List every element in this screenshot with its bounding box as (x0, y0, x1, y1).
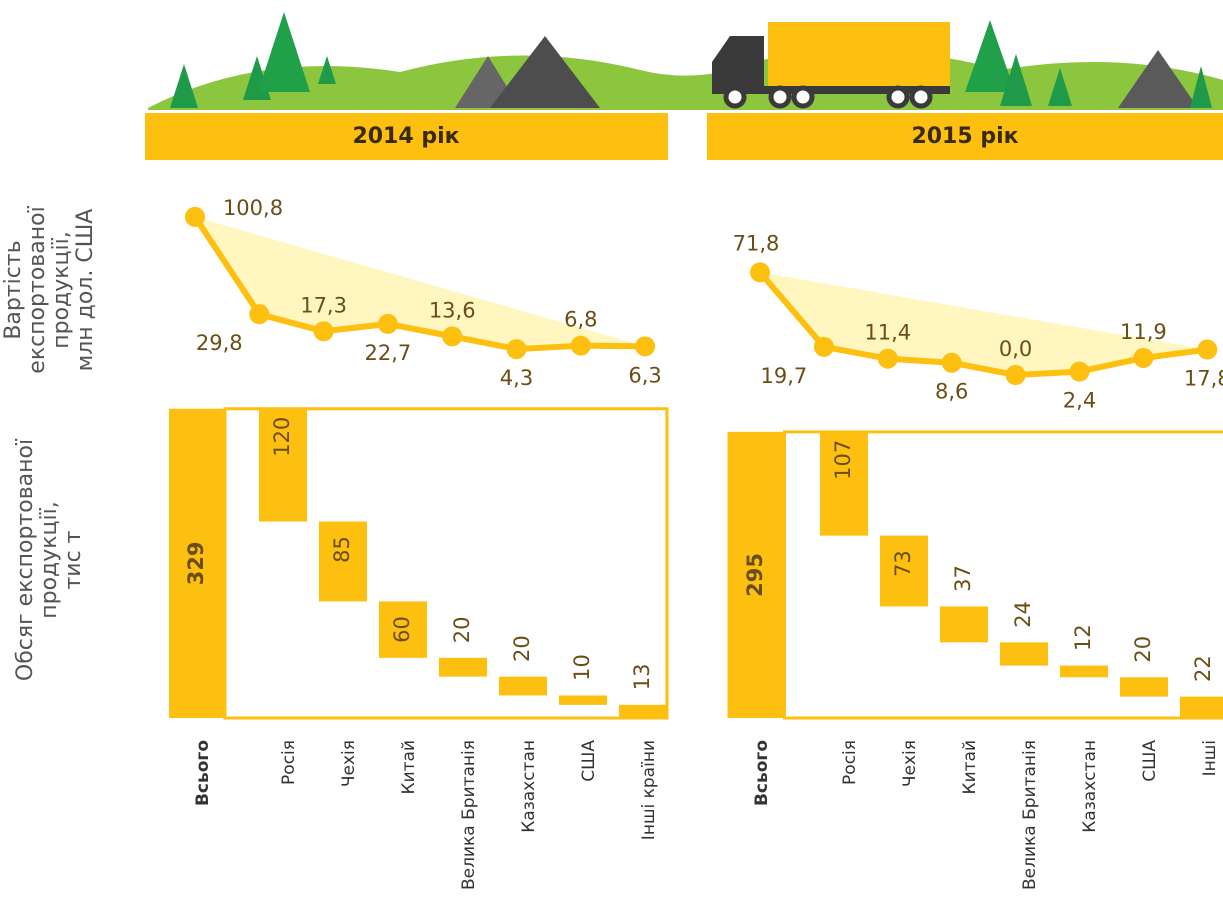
segment-label: 13 (630, 663, 654, 690)
segment-label: 22 (1191, 655, 1215, 682)
segment (259, 408, 307, 522)
category-label: Росія (840, 740, 860, 785)
value-label: 71,8 (733, 231, 780, 255)
segment (499, 676, 547, 696)
point (1005, 365, 1026, 385)
point (941, 352, 962, 373)
banner (145, 113, 668, 160)
point (185, 206, 205, 227)
area (195, 216, 646, 350)
point (877, 348, 898, 369)
total-label: 329 (184, 541, 208, 585)
segment (1060, 665, 1108, 678)
category-label: Казахстан (519, 740, 539, 833)
side-label: млн дол. США (73, 209, 98, 372)
value-label: 17,3 (300, 293, 347, 317)
segment (439, 657, 487, 677)
segment-label: 20 (1131, 636, 1155, 663)
segment (1000, 642, 1048, 666)
segment (319, 521, 367, 602)
value-label: 11,4 (864, 321, 911, 345)
value-label: 13,6 (429, 298, 476, 322)
category-label: Чехія (339, 740, 359, 787)
segment (880, 535, 928, 607)
segment-label: 107 (831, 440, 855, 480)
value-label: 8,6 (935, 380, 968, 404)
category-label: США (1140, 740, 1160, 782)
value-label: 22,7 (365, 341, 412, 365)
segment-label: 12 (1071, 624, 1095, 651)
year-title: 2014 рік (352, 124, 459, 149)
segment (1120, 677, 1168, 697)
segment-label: 20 (510, 635, 534, 662)
segment (559, 695, 607, 705)
category-label: Китай (960, 740, 980, 795)
category-label: Чехія (900, 740, 920, 787)
value-label: 100,8 (223, 196, 283, 220)
segment-label: 60 (390, 616, 414, 643)
year-title: 2015 рік (911, 124, 1018, 149)
category-label: Велика Британія (1020, 740, 1040, 890)
landscape (148, 12, 1223, 110)
segment-label: 73 (891, 550, 915, 577)
segment (820, 431, 868, 536)
category-label: Росія (279, 740, 299, 785)
total-label: 295 (743, 553, 767, 597)
value-label: 2,4 (1063, 389, 1096, 413)
segment (619, 704, 667, 718)
value-label: 19,7 (761, 364, 808, 388)
banner (707, 113, 1223, 160)
category-label: Казахстан (1080, 740, 1100, 833)
area (760, 272, 1208, 375)
category-label: Всього (193, 740, 213, 806)
segment-label: 10 (570, 654, 594, 681)
category-label: Всього (752, 740, 772, 806)
line (757, 270, 1208, 378)
total-bar (727, 431, 785, 718)
value-label: 29,8 (196, 331, 243, 355)
segment-label: 85 (330, 536, 354, 563)
segment (1180, 696, 1223, 718)
point (377, 313, 398, 334)
segment-label: 20 (450, 616, 474, 643)
category-label: США (579, 740, 599, 782)
total-bar (169, 408, 225, 718)
side-label: Вартість (1, 240, 26, 339)
value-label: 17,8 (1184, 367, 1223, 391)
category-label: Велика Британія (459, 740, 479, 890)
segment (379, 601, 427, 658)
value-label: 6,8 (564, 308, 597, 332)
point (635, 336, 656, 357)
point (442, 326, 463, 347)
point (313, 321, 334, 342)
point (1069, 361, 1090, 382)
side-label: тис т (61, 530, 86, 589)
point (249, 304, 270, 325)
category-label: Інші (1200, 740, 1220, 776)
category-label: Китай (399, 740, 419, 795)
point (570, 335, 591, 356)
side-label: продукції, (49, 231, 74, 349)
side-label: експортованої (25, 205, 50, 373)
segment-label: 37 (951, 565, 975, 592)
point (1197, 339, 1218, 360)
segment-label: 120 (270, 417, 294, 457)
category-label: Інші країни (639, 740, 659, 840)
value-label: 6,3 (628, 363, 661, 387)
value-label: 4,3 (500, 366, 533, 390)
point (750, 262, 770, 283)
side-label: Обсяг експортованої (13, 438, 38, 681)
value-label: 0,0 (999, 337, 1032, 361)
point (1133, 347, 1154, 368)
point (813, 336, 834, 357)
segment-label: 24 (1011, 601, 1035, 628)
line (192, 215, 646, 353)
value-label: 11,9 (1120, 320, 1167, 344)
segment (940, 606, 988, 643)
point (506, 339, 527, 360)
side-label: продукції, (37, 501, 62, 619)
